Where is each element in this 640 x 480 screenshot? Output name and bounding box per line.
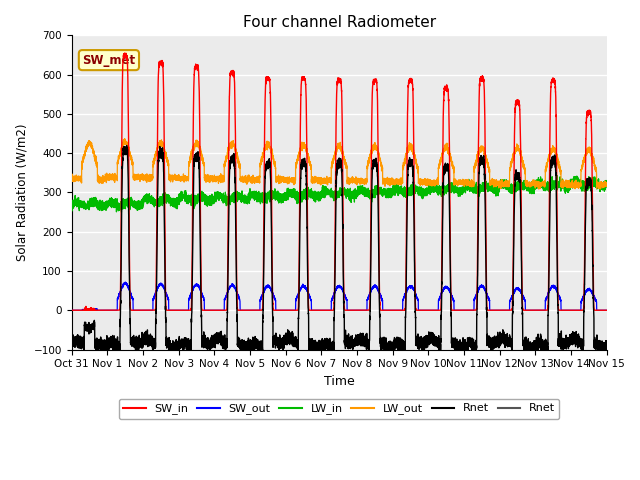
Text: SW_met: SW_met (83, 54, 136, 67)
X-axis label: Time: Time (324, 375, 355, 388)
Title: Four channel Radiometer: Four channel Radiometer (243, 15, 436, 30)
Y-axis label: Solar Radiation (W/m2): Solar Radiation (W/m2) (15, 124, 28, 261)
Legend: SW_in, SW_out, LW_in, LW_out, Rnet, Rnet: SW_in, SW_out, LW_in, LW_out, Rnet, Rnet (119, 399, 559, 419)
